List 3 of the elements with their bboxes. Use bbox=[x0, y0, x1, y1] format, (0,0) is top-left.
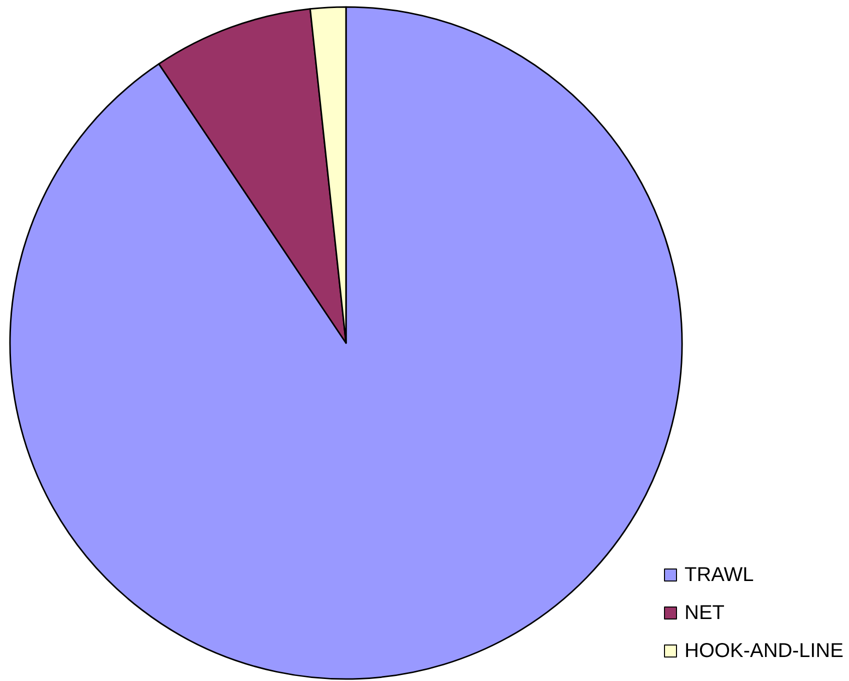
legend-label: TRAWL bbox=[684, 564, 754, 586]
legend-label: NET bbox=[684, 602, 724, 624]
legend-label: HOOK-AND-LINE bbox=[684, 640, 844, 662]
